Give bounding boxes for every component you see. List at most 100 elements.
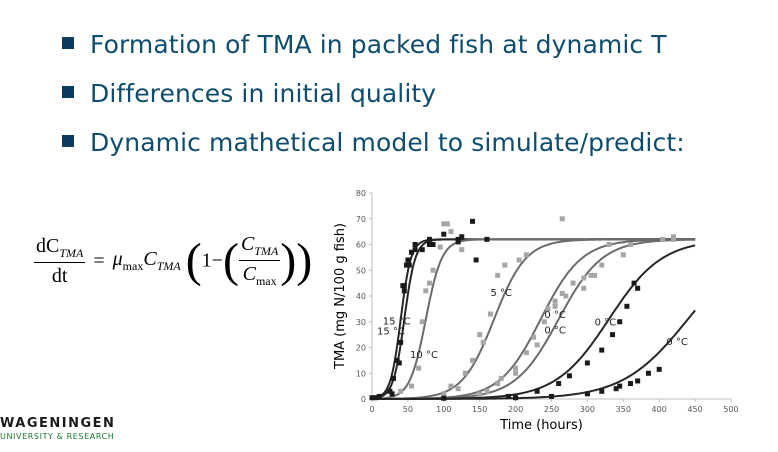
x-tick-label: 100 xyxy=(436,405,451,414)
data-point xyxy=(405,257,411,263)
data-point xyxy=(477,391,483,397)
data-point xyxy=(398,388,404,394)
data-point xyxy=(387,388,393,394)
data-point xyxy=(606,242,612,247)
bullet-marker xyxy=(62,85,74,98)
y-tick-label: 0 xyxy=(361,395,366,404)
data-point xyxy=(455,236,461,242)
bullet-marker xyxy=(62,36,74,49)
data-point xyxy=(592,272,598,278)
data-point xyxy=(448,383,454,389)
x-tick-label: 0 xyxy=(369,405,374,414)
data-point xyxy=(396,360,402,366)
x-tick-label: 350 xyxy=(616,405,631,414)
data-point xyxy=(563,293,569,299)
mu-subscript: max xyxy=(122,259,144,273)
data-point xyxy=(552,298,558,304)
data-point xyxy=(487,311,493,317)
x-tick-label: 200 xyxy=(508,405,523,414)
data-point xyxy=(419,247,425,253)
equals-sign: = xyxy=(93,249,105,272)
data-point xyxy=(437,244,443,250)
mu-symbol: μ xyxy=(112,248,123,270)
data-point xyxy=(389,391,395,397)
data-point xyxy=(426,280,432,286)
rate-equation: dCTMA dt = μmaxCTMA (1−( CTMA Cmax )) xyxy=(34,233,312,289)
ratio-fraction: CTMA Cmax xyxy=(238,233,281,289)
derivative-fraction: dCTMA dt xyxy=(34,234,86,288)
temperature-label: 0 °C xyxy=(666,337,688,348)
one-minus: 1− xyxy=(201,249,223,272)
y-tick-label: 60 xyxy=(356,241,366,250)
y-tick-label: 30 xyxy=(356,318,366,327)
data-point xyxy=(584,391,590,397)
data-point xyxy=(373,395,379,401)
data-point xyxy=(412,242,418,247)
data-point xyxy=(502,262,508,268)
data-point xyxy=(423,288,429,294)
data-point xyxy=(403,262,409,268)
x-tick-label: 150 xyxy=(472,405,487,414)
x-tick-label: 250 xyxy=(544,405,559,414)
data-point xyxy=(624,303,630,309)
data-point xyxy=(627,381,633,387)
bullet-list: Formation of TMA in packed fish at dynam… xyxy=(62,20,762,167)
right-paren: ) xyxy=(296,234,313,287)
x-tick-label: 300 xyxy=(580,405,595,414)
temperature-label: 0 °C xyxy=(544,310,566,321)
data-point xyxy=(455,239,461,245)
data-point xyxy=(495,381,501,387)
data-point xyxy=(617,383,623,389)
logo-main-text: WAGENINGEN xyxy=(0,416,116,431)
data-point xyxy=(416,365,422,371)
data-point xyxy=(635,378,641,384)
data-point xyxy=(495,272,501,278)
data-point xyxy=(470,218,476,224)
wageningen-logo: WAGENINGEN UNIVERSITY & RESEARCH xyxy=(0,416,115,441)
data-point xyxy=(448,229,454,235)
bullet-item: Formation of TMA in packed fish at dynam… xyxy=(62,20,762,69)
data-point xyxy=(581,275,587,281)
data-point xyxy=(534,342,540,348)
bullet-marker xyxy=(62,134,74,147)
data-point xyxy=(671,236,677,242)
ratio-numerator-subscript: TMA xyxy=(254,244,279,258)
temperature-label: 10 °C xyxy=(410,350,438,361)
data-point xyxy=(545,306,551,312)
data-point xyxy=(523,350,529,356)
series-curve xyxy=(372,309,696,400)
data-point xyxy=(610,332,616,338)
data-point xyxy=(599,347,605,353)
data-point xyxy=(581,285,587,291)
data-point xyxy=(631,280,637,286)
data-point xyxy=(534,388,540,394)
data-point xyxy=(635,285,641,291)
inner-right-paren: ) xyxy=(280,234,297,287)
data-point xyxy=(401,283,407,289)
ratio-numerator: C xyxy=(240,233,255,255)
data-point xyxy=(455,386,461,392)
data-point xyxy=(617,319,623,325)
data-point xyxy=(408,249,414,255)
data-point xyxy=(599,262,605,268)
y-tick-label: 40 xyxy=(356,292,366,301)
temperature-label: 15 °C xyxy=(383,316,411,327)
bullet-text: Formation of TMA in packed fish at dynam… xyxy=(90,30,667,59)
data-point xyxy=(552,303,558,309)
data-point xyxy=(376,393,382,399)
data-point xyxy=(627,242,633,247)
temperature-label: 5 °C xyxy=(490,288,512,299)
data-point xyxy=(541,319,547,325)
x-tick-label: 50 xyxy=(403,405,413,414)
data-point xyxy=(441,231,447,237)
data-point xyxy=(441,221,447,227)
data-point xyxy=(599,388,605,394)
data-point xyxy=(473,257,479,263)
data-point xyxy=(513,370,519,376)
derivative-numerator: dC xyxy=(36,234,60,257)
data-point xyxy=(426,236,432,242)
data-point xyxy=(566,373,572,379)
data-point xyxy=(470,357,476,363)
y-tick-label: 10 xyxy=(356,369,366,378)
